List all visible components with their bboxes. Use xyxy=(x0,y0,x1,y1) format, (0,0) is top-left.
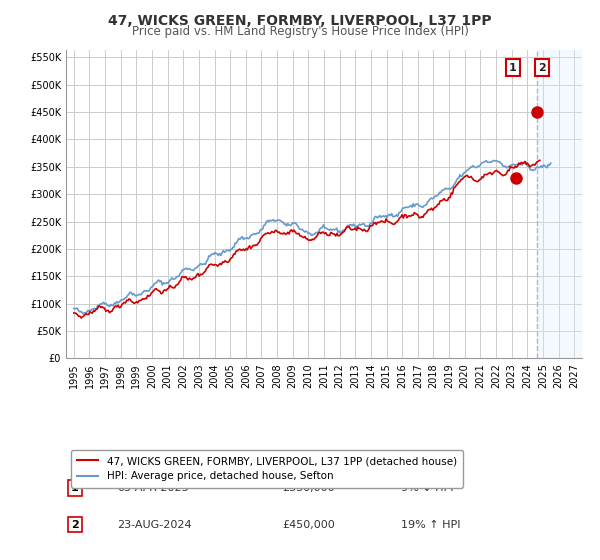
Text: 2: 2 xyxy=(71,520,79,530)
Text: 23-AUG-2024: 23-AUG-2024 xyxy=(118,520,192,530)
Text: 9% ↓ HPI: 9% ↓ HPI xyxy=(401,483,454,493)
Text: 47, WICKS GREEN, FORMBY, LIVERPOOL, L37 1PP: 47, WICKS GREEN, FORMBY, LIVERPOOL, L37 … xyxy=(108,14,492,28)
Legend: 47, WICKS GREEN, FORMBY, LIVERPOOL, L37 1PP (detached house), HPI: Average price: 47, WICKS GREEN, FORMBY, LIVERPOOL, L37 … xyxy=(71,450,463,488)
Text: 19% ↑ HPI: 19% ↑ HPI xyxy=(401,520,461,530)
Text: Price paid vs. HM Land Registry's House Price Index (HPI): Price paid vs. HM Land Registry's House … xyxy=(131,25,469,38)
Text: 1: 1 xyxy=(509,63,517,73)
Text: £450,000: £450,000 xyxy=(283,520,335,530)
Text: 1: 1 xyxy=(71,483,79,493)
Bar xyxy=(537,50,582,358)
Text: £330,000: £330,000 xyxy=(283,483,335,493)
Text: 05-APR-2023: 05-APR-2023 xyxy=(118,483,189,493)
Text: 2: 2 xyxy=(538,63,546,73)
